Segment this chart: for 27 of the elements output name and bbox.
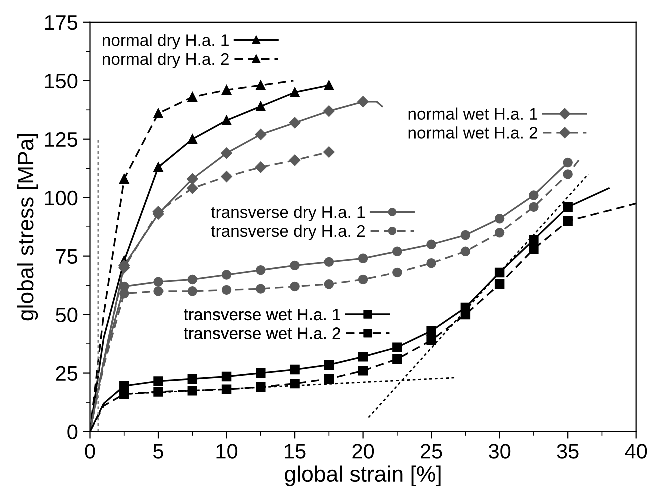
legend-label: normal dry H.a. 2	[103, 52, 229, 68]
x-tick-label: 20	[352, 444, 374, 459]
x-tick-label: 5	[154, 444, 164, 459]
x-axis-title: global strain [%]	[285, 466, 441, 486]
legend-label: transverse wet H.a. 1	[184, 308, 340, 321]
y-tick-label: 50	[56, 308, 78, 323]
y-axis-title: global stress [MPa]	[17, 134, 38, 321]
y-tick-label: 100	[45, 190, 78, 206]
y-tick-label: 125	[45, 132, 78, 148]
x-tick-label: 40	[625, 444, 648, 459]
legend-label: normal wet H.a. 2	[408, 126, 538, 139]
y-tick-label: 25	[56, 366, 78, 382]
legend-label: transverse dry H.a. 2	[211, 224, 365, 240]
legend-label: normal dry H.a. 1	[103, 34, 229, 50]
legend-label: transverse wet H.a. 2	[184, 328, 340, 340]
x-tick-label: 25	[421, 444, 442, 459]
y-tick-label: 75	[56, 250, 78, 264]
y-tick-label: 150	[45, 74, 78, 89]
x-tick-label: 0	[85, 444, 96, 459]
x-tick-label: 30	[489, 444, 511, 459]
x-tick-label: 15	[285, 444, 306, 459]
x-tick-label: 10	[216, 444, 238, 459]
legend-label: transverse dry H.a. 1	[211, 206, 366, 222]
x-tick-label: 35	[557, 444, 579, 459]
y-tick-label: 175	[45, 16, 78, 30]
legend-label: normal wet H.a. 1	[408, 108, 538, 120]
y-tick-label: 0	[68, 424, 78, 440]
